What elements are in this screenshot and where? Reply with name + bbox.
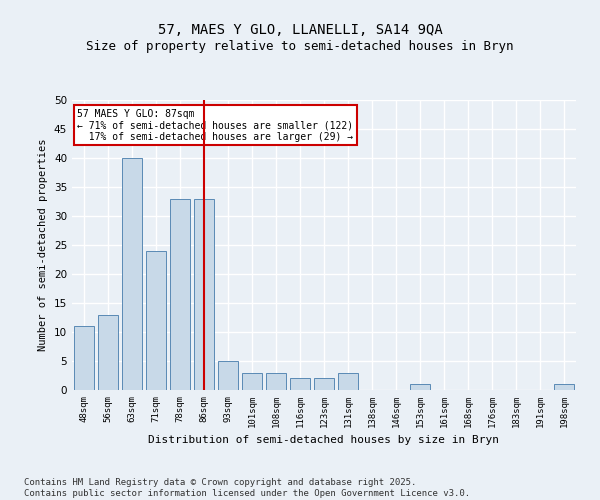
Bar bbox=[266, 372, 286, 390]
Bar bbox=[98, 314, 118, 390]
Bar bbox=[170, 198, 190, 390]
Text: 57 MAES Y GLO: 87sqm
← 71% of semi-detached houses are smaller (122)
  17% of se: 57 MAES Y GLO: 87sqm ← 71% of semi-detac… bbox=[77, 108, 353, 142]
Text: Size of property relative to semi-detached houses in Bryn: Size of property relative to semi-detach… bbox=[86, 40, 514, 53]
Bar bbox=[146, 251, 166, 390]
Text: 57, MAES Y GLO, LLANELLI, SA14 9QA: 57, MAES Y GLO, LLANELLI, SA14 9QA bbox=[158, 22, 442, 36]
Bar bbox=[242, 372, 262, 390]
Bar bbox=[554, 384, 574, 390]
Y-axis label: Number of semi-detached properties: Number of semi-detached properties bbox=[38, 138, 49, 352]
Bar bbox=[74, 326, 94, 390]
Bar bbox=[290, 378, 310, 390]
Bar bbox=[338, 372, 358, 390]
Bar bbox=[314, 378, 334, 390]
Text: Contains HM Land Registry data © Crown copyright and database right 2025.
Contai: Contains HM Land Registry data © Crown c… bbox=[24, 478, 470, 498]
Bar bbox=[122, 158, 142, 390]
Bar bbox=[194, 198, 214, 390]
Bar bbox=[218, 361, 238, 390]
X-axis label: Distribution of semi-detached houses by size in Bryn: Distribution of semi-detached houses by … bbox=[149, 436, 499, 446]
Bar bbox=[410, 384, 430, 390]
